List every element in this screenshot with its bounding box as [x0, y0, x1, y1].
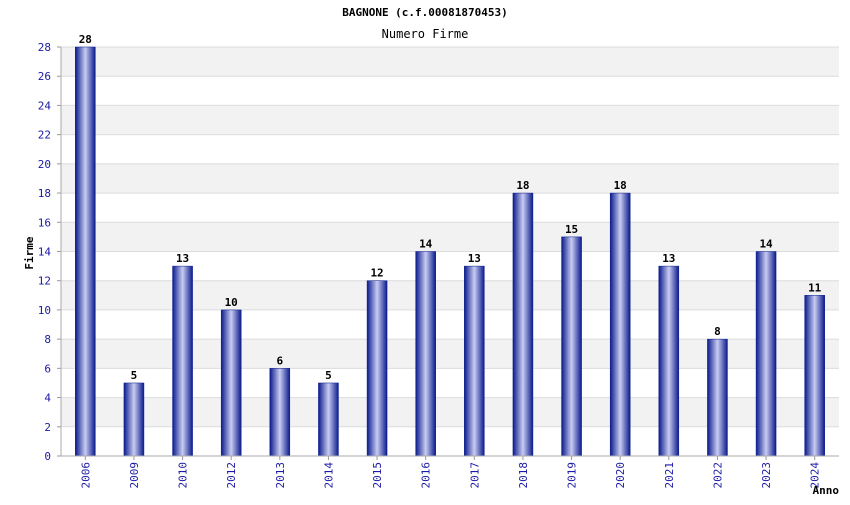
- x-tick-label: 2017: [468, 462, 481, 489]
- data-label: 5: [325, 369, 332, 382]
- plot-band: [61, 222, 839, 252]
- x-tick-label: 2023: [760, 462, 773, 489]
- y-tick-label: 2: [44, 421, 51, 434]
- x-tick-label: 2012: [225, 462, 238, 489]
- y-tick-label: 10: [38, 304, 51, 317]
- x-tick-label: 2020: [614, 462, 627, 489]
- x-tick-label: 2018: [517, 462, 530, 489]
- y-tick-label: 4: [44, 392, 51, 405]
- x-tick-label: 2015: [371, 462, 384, 489]
- bar-2016: [415, 251, 436, 457]
- x-tick-label: 2022: [711, 462, 724, 489]
- x-tick-label: 2006: [79, 462, 92, 489]
- x-tick-label: 2021: [663, 462, 676, 489]
- data-label: 13: [468, 252, 481, 265]
- y-tick-label: 12: [38, 275, 51, 288]
- data-label: 14: [759, 238, 773, 251]
- bars: [75, 46, 825, 457]
- plot-band: [61, 134, 839, 164]
- y-tick-label: 22: [38, 129, 51, 142]
- plot-band: [61, 47, 839, 77]
- bar-2006: [75, 46, 96, 457]
- x-tick-label: 2016: [420, 462, 433, 489]
- data-label: 6: [277, 354, 284, 367]
- bar-2021: [658, 265, 680, 457]
- bar-2019: [561, 236, 582, 457]
- plot-band: [61, 193, 839, 223]
- data-label: 13: [176, 252, 189, 265]
- bar-2017: [464, 265, 485, 457]
- chart-title: BAGNONE (c.f.00081870453): [342, 6, 508, 19]
- y-tick-label: 6: [44, 362, 51, 375]
- data-label: 10: [225, 296, 238, 309]
- chart-subtitle: Numero Firme: [382, 27, 469, 41]
- x-tick-label: 2014: [322, 462, 335, 489]
- data-label: 13: [662, 252, 675, 265]
- x-tick-label: 2010: [177, 462, 190, 489]
- bar-2024: [804, 295, 825, 457]
- bar-2014: [318, 382, 339, 457]
- plot-band: [61, 105, 839, 135]
- data-labels: 28 5 13 10 6 5 12 14 13 18 15 18 13 8 14 11: [79, 33, 822, 382]
- x-tick-label: 2009: [128, 462, 141, 489]
- y-tick-label: 8: [44, 333, 51, 346]
- data-label: 11: [808, 281, 822, 294]
- y-tick-label: 16: [38, 216, 51, 229]
- bar-2020: [609, 192, 631, 457]
- y-axis-title: Firme: [23, 236, 36, 269]
- x-tick-label: 2024: [809, 462, 822, 489]
- x-axis-ticks: 2006 2009 2010 2012 2013 2014 2015 2016 2017 2018…: [79, 456, 822, 489]
- x-tick-label: 2019: [566, 462, 579, 489]
- data-label: 12: [370, 267, 383, 280]
- data-label: 18: [516, 179, 529, 192]
- bar-2013: [269, 368, 291, 457]
- data-label: 18: [614, 179, 627, 192]
- bar-2018: [512, 192, 534, 457]
- data-label: 15: [565, 223, 578, 236]
- y-tick-label: 20: [38, 158, 51, 171]
- plot-band: [61, 76, 839, 106]
- y-tick-label: 14: [38, 246, 52, 259]
- y-tick-label: 26: [38, 70, 51, 83]
- bar-2012: [220, 309, 242, 457]
- data-label: 28: [79, 33, 92, 46]
- bar-2009: [123, 382, 145, 457]
- y-tick-label: 28: [38, 41, 51, 54]
- data-label: 8: [714, 325, 721, 338]
- bar-2023: [755, 251, 777, 457]
- data-label: 14: [419, 238, 433, 251]
- bar-2010: [172, 265, 193, 457]
- y-tick-label: 24: [38, 99, 52, 112]
- plot-band: [61, 163, 839, 194]
- data-label: 5: [131, 369, 138, 382]
- x-tick-label: 2013: [274, 462, 287, 489]
- bar-2015: [366, 280, 388, 457]
- y-tick-label: 18: [38, 187, 51, 200]
- y-tick-label: 0: [44, 450, 51, 463]
- bar-2022: [707, 338, 728, 457]
- x-axis-title: Anno: [813, 484, 840, 497]
